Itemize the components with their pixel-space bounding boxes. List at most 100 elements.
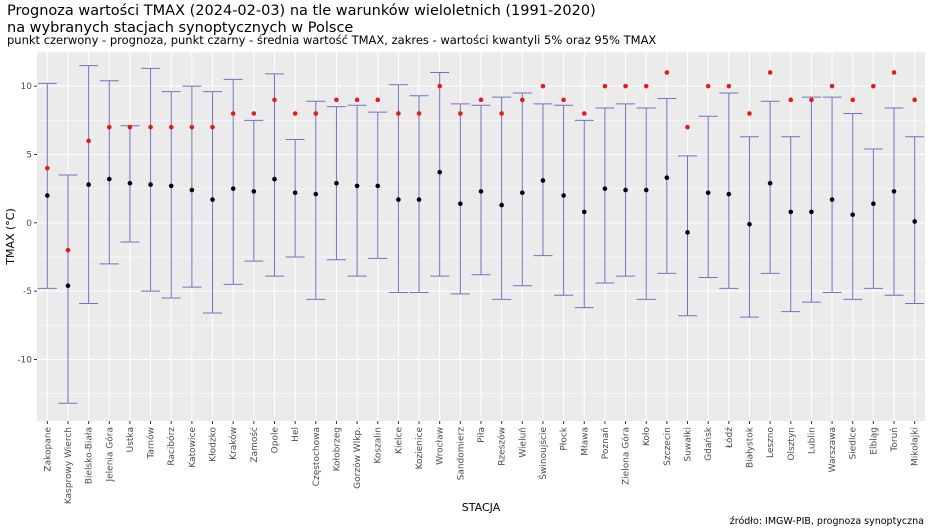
x-tick-label: Zielona Góra [621, 427, 632, 485]
x-tick-label: Wieluń [518, 427, 528, 458]
x-tick-label: Zamość [249, 427, 260, 463]
mean-point [458, 201, 463, 206]
mean-point [478, 189, 484, 194]
x-tick-label: Piła [477, 427, 487, 443]
forecast-point [354, 97, 360, 103]
x-tick-label: Częstochowa [312, 427, 322, 486]
x-tick-label: Lublin [807, 427, 817, 454]
x-tick-label: Mikołajki [911, 427, 921, 466]
mean-point [396, 197, 401, 202]
mean-point [65, 283, 71, 289]
x-tick-label: Mława [580, 427, 590, 456]
mean-point [602, 186, 608, 191]
mean-point [499, 202, 504, 208]
x-tick-label: Warszawa [828, 427, 838, 472]
x-tick-label: Ustka [126, 427, 136, 452]
chart-title: Prognoza wartości TMAX (2024-02-03) na t… [7, 3, 596, 37]
forecast-point [313, 111, 319, 116]
chart-title-line2: na wybranych stacjach synoptycznych w Po… [7, 20, 354, 36]
y-axis-title: TMAX (°C) [4, 208, 17, 266]
mean-point [891, 189, 897, 194]
x-tick-label: Świnoujście [537, 427, 549, 480]
x-tick-label: Elbląg [869, 427, 879, 455]
forecast-point [643, 83, 649, 89]
forecast-point [210, 124, 215, 130]
mean-point [809, 209, 814, 215]
forecast-point [891, 70, 897, 75]
mean-point [685, 230, 690, 235]
mean-point [664, 175, 670, 181]
mean-point [767, 180, 773, 186]
x-tick-label: Płock [560, 426, 570, 450]
mean-point [334, 180, 339, 186]
forecast-point [416, 111, 422, 116]
x-tick-label: Toruń [890, 427, 900, 453]
mean-point [643, 187, 649, 193]
y-tick-label: 10 [21, 82, 33, 92]
x-tick-label: Kielce [394, 427, 404, 454]
mean-point [230, 186, 236, 191]
forecast-point [65, 247, 71, 253]
forecast-point [520, 97, 525, 103]
x-tick-label: Koło [642, 427, 652, 447]
x-tick-label: Siedlce [849, 427, 859, 460]
x-tick-label: Rzeszów [497, 427, 508, 466]
mean-point [251, 189, 257, 194]
mean-point [210, 197, 215, 202]
y-tick-label: -10 [17, 356, 32, 366]
mean-point [168, 183, 174, 189]
forecast-point [334, 97, 339, 103]
chart-subtitle: punkt czerwony - prognoza, punkt czarny … [7, 33, 657, 47]
chart-title-line1: Prognoza wartości TMAX (2024-02-03) na t… [7, 3, 596, 19]
x-tick-label: Bielsko-Biała [85, 427, 95, 484]
y-tick-label: -5 [23, 287, 32, 297]
forecast-point [106, 124, 112, 130]
forecast-point [788, 97, 794, 103]
mean-point [45, 193, 50, 198]
forecast-point [767, 70, 773, 75]
mean-point [912, 219, 917, 224]
forecast-point [540, 83, 546, 89]
x-tick-label: Hel [291, 427, 301, 442]
mean-point [437, 169, 442, 175]
forecast-point [251, 111, 257, 116]
mean-point [788, 209, 794, 215]
x-tick-label: Tarnów [146, 427, 157, 460]
forecast-point [458, 111, 463, 116]
forecast-point [45, 165, 50, 171]
mean-point [292, 190, 298, 196]
x-tick-label: Gorzów Wlkp. [352, 427, 363, 489]
x-tick-label: Zakopane [43, 427, 53, 472]
source-caption: źródło: IMGW-PIB, prognoza synoptyczna [729, 516, 924, 527]
x-tick-label: Kraków [228, 427, 239, 460]
forecast-point [86, 138, 91, 144]
x-tick-label: Katowice [188, 427, 198, 468]
forecast-point [829, 83, 835, 89]
mean-point [148, 182, 153, 187]
mean-point [623, 187, 628, 193]
mean-point [747, 221, 752, 227]
mean-point [871, 201, 876, 206]
forecast-point [912, 97, 917, 103]
forecast-point [581, 111, 587, 116]
forecast-point [396, 111, 401, 116]
mean-point [127, 180, 133, 186]
x-tick-label: Kasprowy Wierch [64, 427, 74, 504]
mean-point [313, 191, 319, 197]
x-axis-title: STACJA [462, 501, 501, 514]
forecast-point [623, 83, 628, 89]
forecast-point [685, 124, 690, 130]
mean-point [540, 178, 546, 183]
mean-point [850, 212, 856, 217]
x-tick-label: Białystok [745, 426, 755, 468]
x-tick-label: Kołobrzeg [332, 427, 342, 471]
forecast-point [809, 97, 814, 103]
x-tick-label: Kłodzko [209, 427, 219, 462]
x-tick-label: Koszalin [374, 427, 384, 464]
forecast-point [850, 97, 856, 103]
forecast-point [168, 124, 174, 130]
x-tick-label: Poznań [601, 427, 611, 459]
x-tick-label: Suwałki [684, 427, 694, 462]
forecast-point [375, 97, 381, 103]
